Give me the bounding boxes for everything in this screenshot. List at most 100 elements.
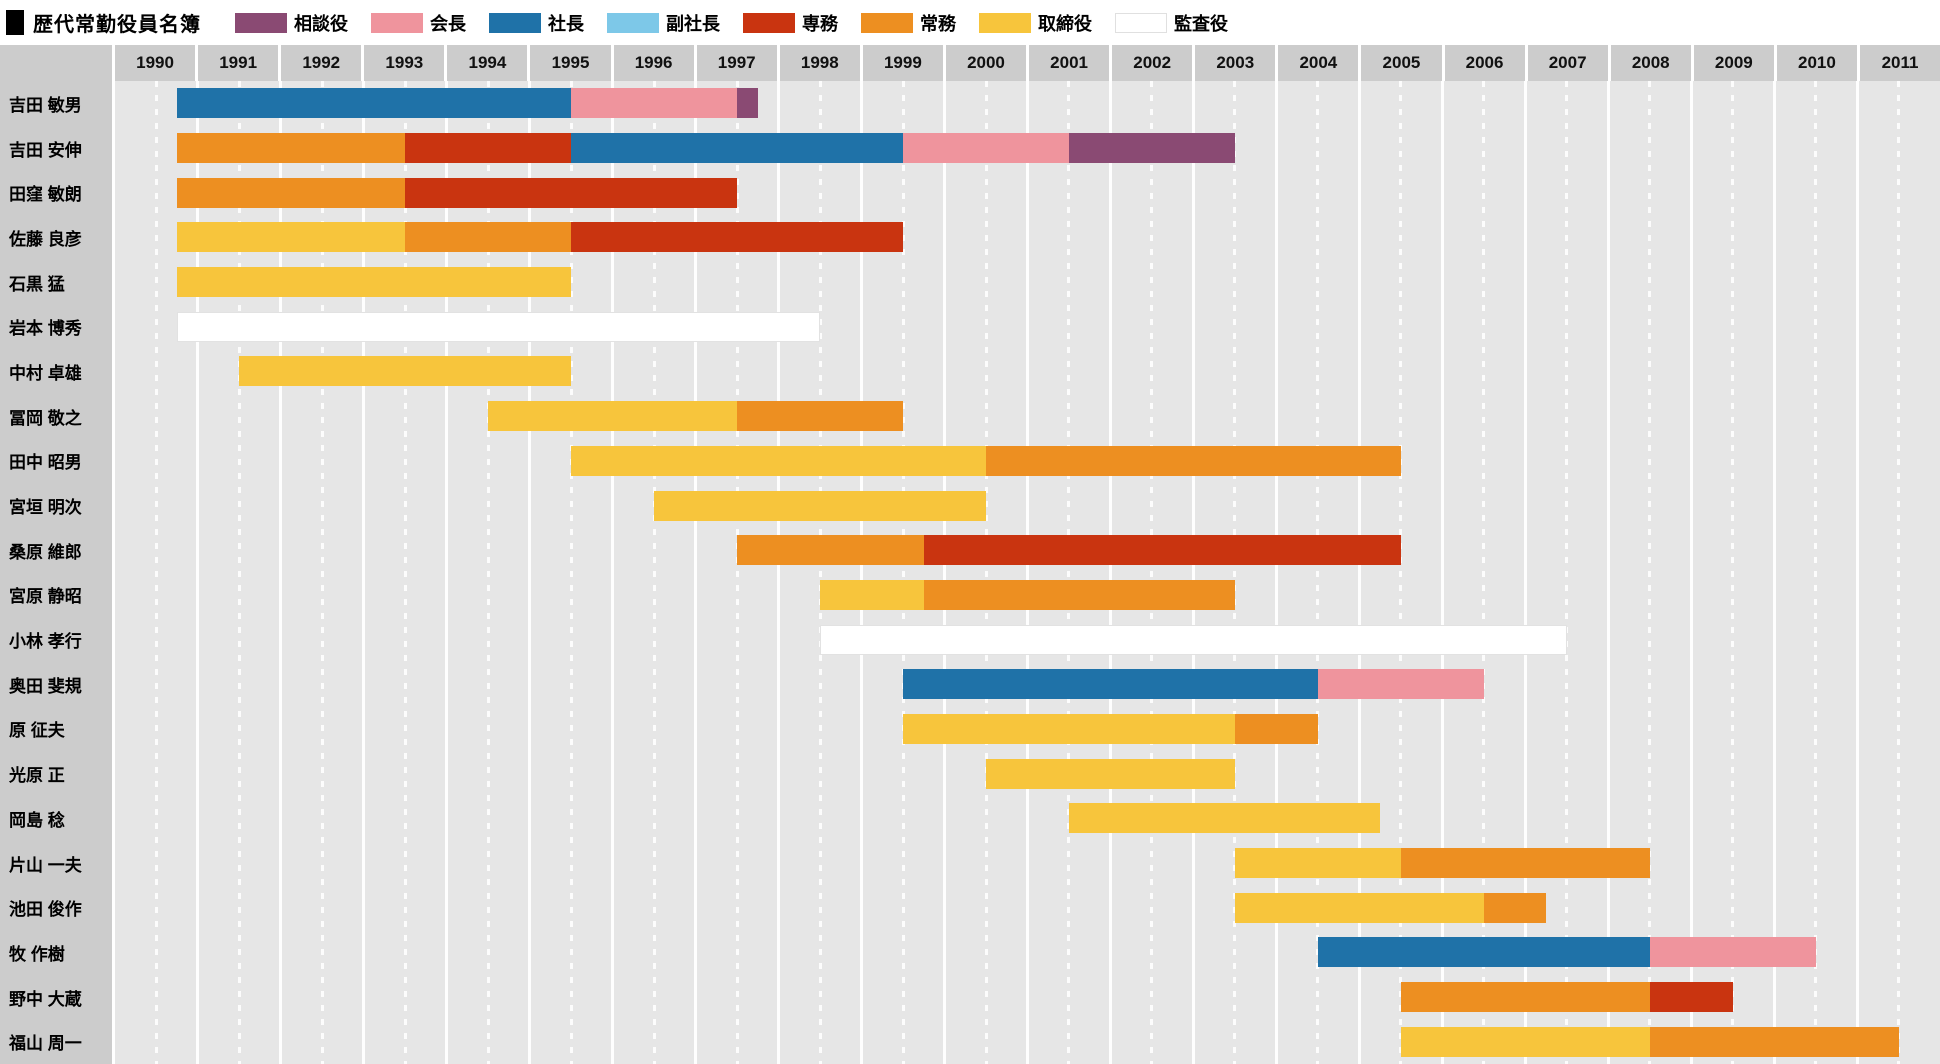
bar-segment-director — [1400, 1026, 1650, 1057]
gridline-dashed — [1897, 81, 1901, 1064]
legend-swatch-president — [489, 12, 541, 33]
gridline-dashed — [1482, 81, 1486, 1064]
bar-segment-advisor — [737, 88, 758, 119]
plot-area — [115, 81, 1940, 1064]
gridline-dashed — [1399, 81, 1403, 1064]
timeline-row — [115, 304, 1940, 349]
bar-segment-managing_dir — [1649, 1026, 1899, 1057]
person-name: 吉田 敏男 — [9, 95, 82, 115]
gridline-solid — [445, 81, 449, 1064]
bar-segment-managing_dir — [737, 535, 924, 566]
year-label-2000: 2000 — [942, 45, 1027, 81]
legend-swatch-director — [979, 12, 1031, 33]
year-label-1992: 1992 — [278, 45, 362, 81]
person-name: 吉田 安伸 — [9, 140, 82, 160]
bar-segment-chairman — [571, 88, 738, 119]
bar-segment-senior_md — [405, 133, 572, 164]
year-label-1993: 1993 — [361, 45, 445, 81]
bar-segment-director — [1068, 803, 1381, 834]
bar-segment-director — [903, 713, 1235, 744]
timeline-row — [115, 975, 1940, 1020]
legend-item-advisor: 相談役 — [235, 10, 348, 36]
timeline-row — [115, 528, 1940, 573]
year-label-1996: 1996 — [610, 45, 694, 81]
bar-segment-director — [571, 445, 987, 476]
gridline-solid — [362, 81, 366, 1064]
legend-swatch-vice_president — [607, 12, 659, 33]
bar-segment-senior_md — [1649, 982, 1733, 1013]
bar-segment-senior_md — [923, 535, 1401, 566]
bar-segment-chairman — [903, 133, 1069, 164]
timeline-row — [115, 81, 1940, 126]
person-name: 宮垣 明次 — [9, 498, 82, 518]
bar-segment-director — [1234, 892, 1484, 923]
year-label-2009: 2009 — [1690, 45, 1774, 81]
gridline-dashed — [237, 81, 241, 1064]
bar-segment-auditor — [177, 311, 821, 342]
gridline-solid — [1274, 81, 1278, 1064]
bar-segment-managing_dir — [177, 177, 406, 208]
gridline-solid — [611, 81, 615, 1064]
legend-label-managing_dir: 常務 — [920, 13, 956, 34]
bar-segment-advisor — [1068, 133, 1235, 164]
legend-item-managing_dir: 常務 — [861, 10, 956, 36]
person-name: 石黒 猛 — [9, 274, 65, 294]
bar-segment-president — [903, 669, 1318, 700]
bar-segment-director — [177, 222, 406, 253]
gridline-dashed — [569, 81, 573, 1064]
legend-label-chairman: 会長 — [430, 13, 466, 34]
gridline-solid — [1108, 81, 1112, 1064]
gridline-dashed — [1067, 81, 1071, 1064]
year-label-1997: 1997 — [693, 45, 777, 81]
gridline-dashed — [1731, 81, 1735, 1064]
person-name: 片山 一夫 — [9, 855, 82, 875]
gridline-solid — [1689, 81, 1693, 1064]
year-label-2006: 2006 — [1441, 45, 1525, 81]
gridline-dashed — [652, 81, 656, 1064]
timeline-row — [115, 483, 1940, 528]
bar-segment-senior_md — [571, 222, 904, 253]
legend-bar: 歴代常勤役員名簿 相談役 会長 社長 副社長 専務 常務 取締役 監査役 — [0, 0, 1940, 45]
timeline-row — [115, 930, 1940, 975]
person-name: 田窪 敏朗 — [9, 185, 82, 205]
legend-item-chairman: 会長 — [371, 10, 466, 36]
year-label-2007: 2007 — [1524, 45, 1608, 81]
year-label-1998: 1998 — [776, 45, 860, 81]
gridline-dashed — [320, 81, 324, 1064]
person-name: 岩本 博秀 — [9, 319, 82, 339]
timeline-row — [115, 215, 1940, 260]
bar-segment-director — [654, 490, 987, 521]
gridline-solid — [196, 81, 200, 1064]
person-name: 野中 大蔵 — [9, 989, 82, 1009]
timeline-row — [115, 885, 1940, 930]
year-label-1995: 1995 — [527, 45, 611, 81]
year-label-1990: 1990 — [112, 45, 196, 81]
bar-segment-director — [820, 579, 924, 610]
person-name: 光原 正 — [9, 766, 65, 786]
gridline-dashed — [403, 81, 407, 1064]
bar-segment-senior_md — [405, 177, 738, 208]
legend-item-auditor: 監査役 — [1115, 10, 1228, 36]
person-name: 田中 昭男 — [9, 453, 82, 473]
timeline-row — [115, 394, 1940, 439]
bar-segment-managing_dir — [986, 445, 1401, 476]
gridline-solid — [694, 81, 698, 1064]
person-name: 桑原 維郎 — [9, 542, 82, 562]
person-name: 福山 周一 — [9, 1034, 82, 1054]
year-label-2011: 2011 — [1856, 45, 1940, 81]
gridline-dashed — [1648, 81, 1652, 1064]
bar-segment-director — [1234, 848, 1401, 879]
legend-item-director: 取締役 — [979, 10, 1092, 36]
timeline-row — [115, 349, 1940, 394]
bar-segment-chairman — [1317, 669, 1484, 700]
legend: 相談役 会長 社長 副社長 専務 常務 取締役 監査役 — [235, 10, 1251, 36]
gridline-solid — [1523, 81, 1527, 1064]
legend-label-vice_president: 副社長 — [666, 13, 720, 34]
legend-label-president: 社長 — [548, 13, 584, 34]
person-name: 奥田 斐規 — [9, 676, 82, 696]
person-name: 小林 孝行 — [9, 632, 82, 652]
year-label-2002: 2002 — [1109, 45, 1193, 81]
timeline-row — [115, 439, 1940, 484]
gridline-dashed — [154, 81, 158, 1064]
gridline-solid — [777, 81, 781, 1064]
